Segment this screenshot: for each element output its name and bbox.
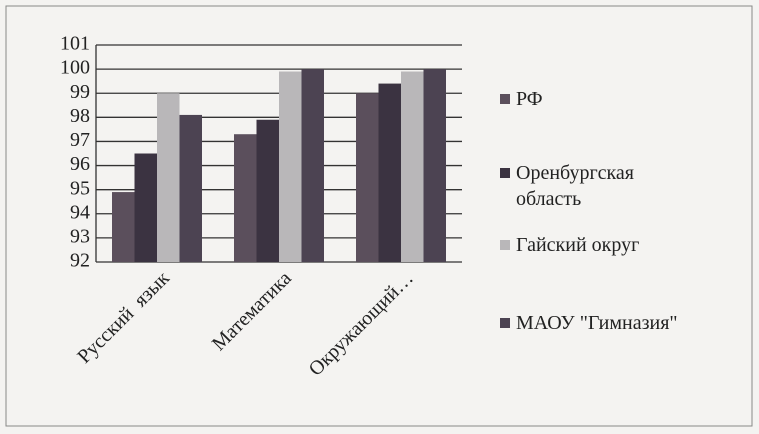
chart-frame bbox=[5, 5, 753, 427]
x-tick-label: Математика bbox=[208, 267, 296, 355]
legend-swatch bbox=[500, 168, 510, 178]
legend-swatch bbox=[500, 94, 510, 104]
legend-item: Оренбургская область bbox=[500, 160, 666, 212]
y-tick-label: 101 bbox=[60, 33, 90, 55]
y-tick-label: 96 bbox=[70, 153, 90, 175]
y-tick-label: 94 bbox=[70, 201, 90, 223]
bar bbox=[179, 114, 202, 262]
legend-swatch bbox=[500, 240, 510, 250]
legend-swatch bbox=[500, 318, 510, 328]
y-tick-label: 95 bbox=[70, 177, 90, 199]
bar bbox=[279, 71, 302, 263]
x-tick-label: Русский язык bbox=[73, 267, 174, 368]
bar bbox=[401, 71, 424, 263]
bar bbox=[234, 134, 257, 262]
bar bbox=[112, 192, 135, 262]
legend-label: РФ bbox=[516, 88, 543, 110]
legend-label: Гайский округ bbox=[516, 234, 640, 256]
legend-item: МАОУ "Гимназия" bbox=[500, 310, 726, 336]
legend-item: Гайский округ bbox=[500, 232, 726, 258]
y-tick-label: 92 bbox=[70, 250, 90, 272]
bar bbox=[301, 69, 324, 262]
legend-label: Оренбургская область bbox=[516, 162, 635, 210]
y-tick-label: 98 bbox=[70, 105, 90, 127]
bar bbox=[423, 69, 446, 262]
legend-item: РФ bbox=[500, 86, 726, 112]
bar bbox=[157, 93, 180, 262]
bar bbox=[256, 119, 279, 262]
y-tick-label: 99 bbox=[70, 81, 90, 103]
y-tick-label: 97 bbox=[70, 129, 90, 151]
bar bbox=[356, 93, 379, 262]
y-tick-label: 100 bbox=[60, 57, 90, 79]
bar bbox=[378, 83, 401, 262]
bar bbox=[134, 153, 157, 262]
x-tick-label: Окружающий… bbox=[305, 267, 418, 380]
y-tick-label: 93 bbox=[70, 225, 90, 247]
legend-label: МАОУ "Гимназия" bbox=[516, 312, 678, 334]
